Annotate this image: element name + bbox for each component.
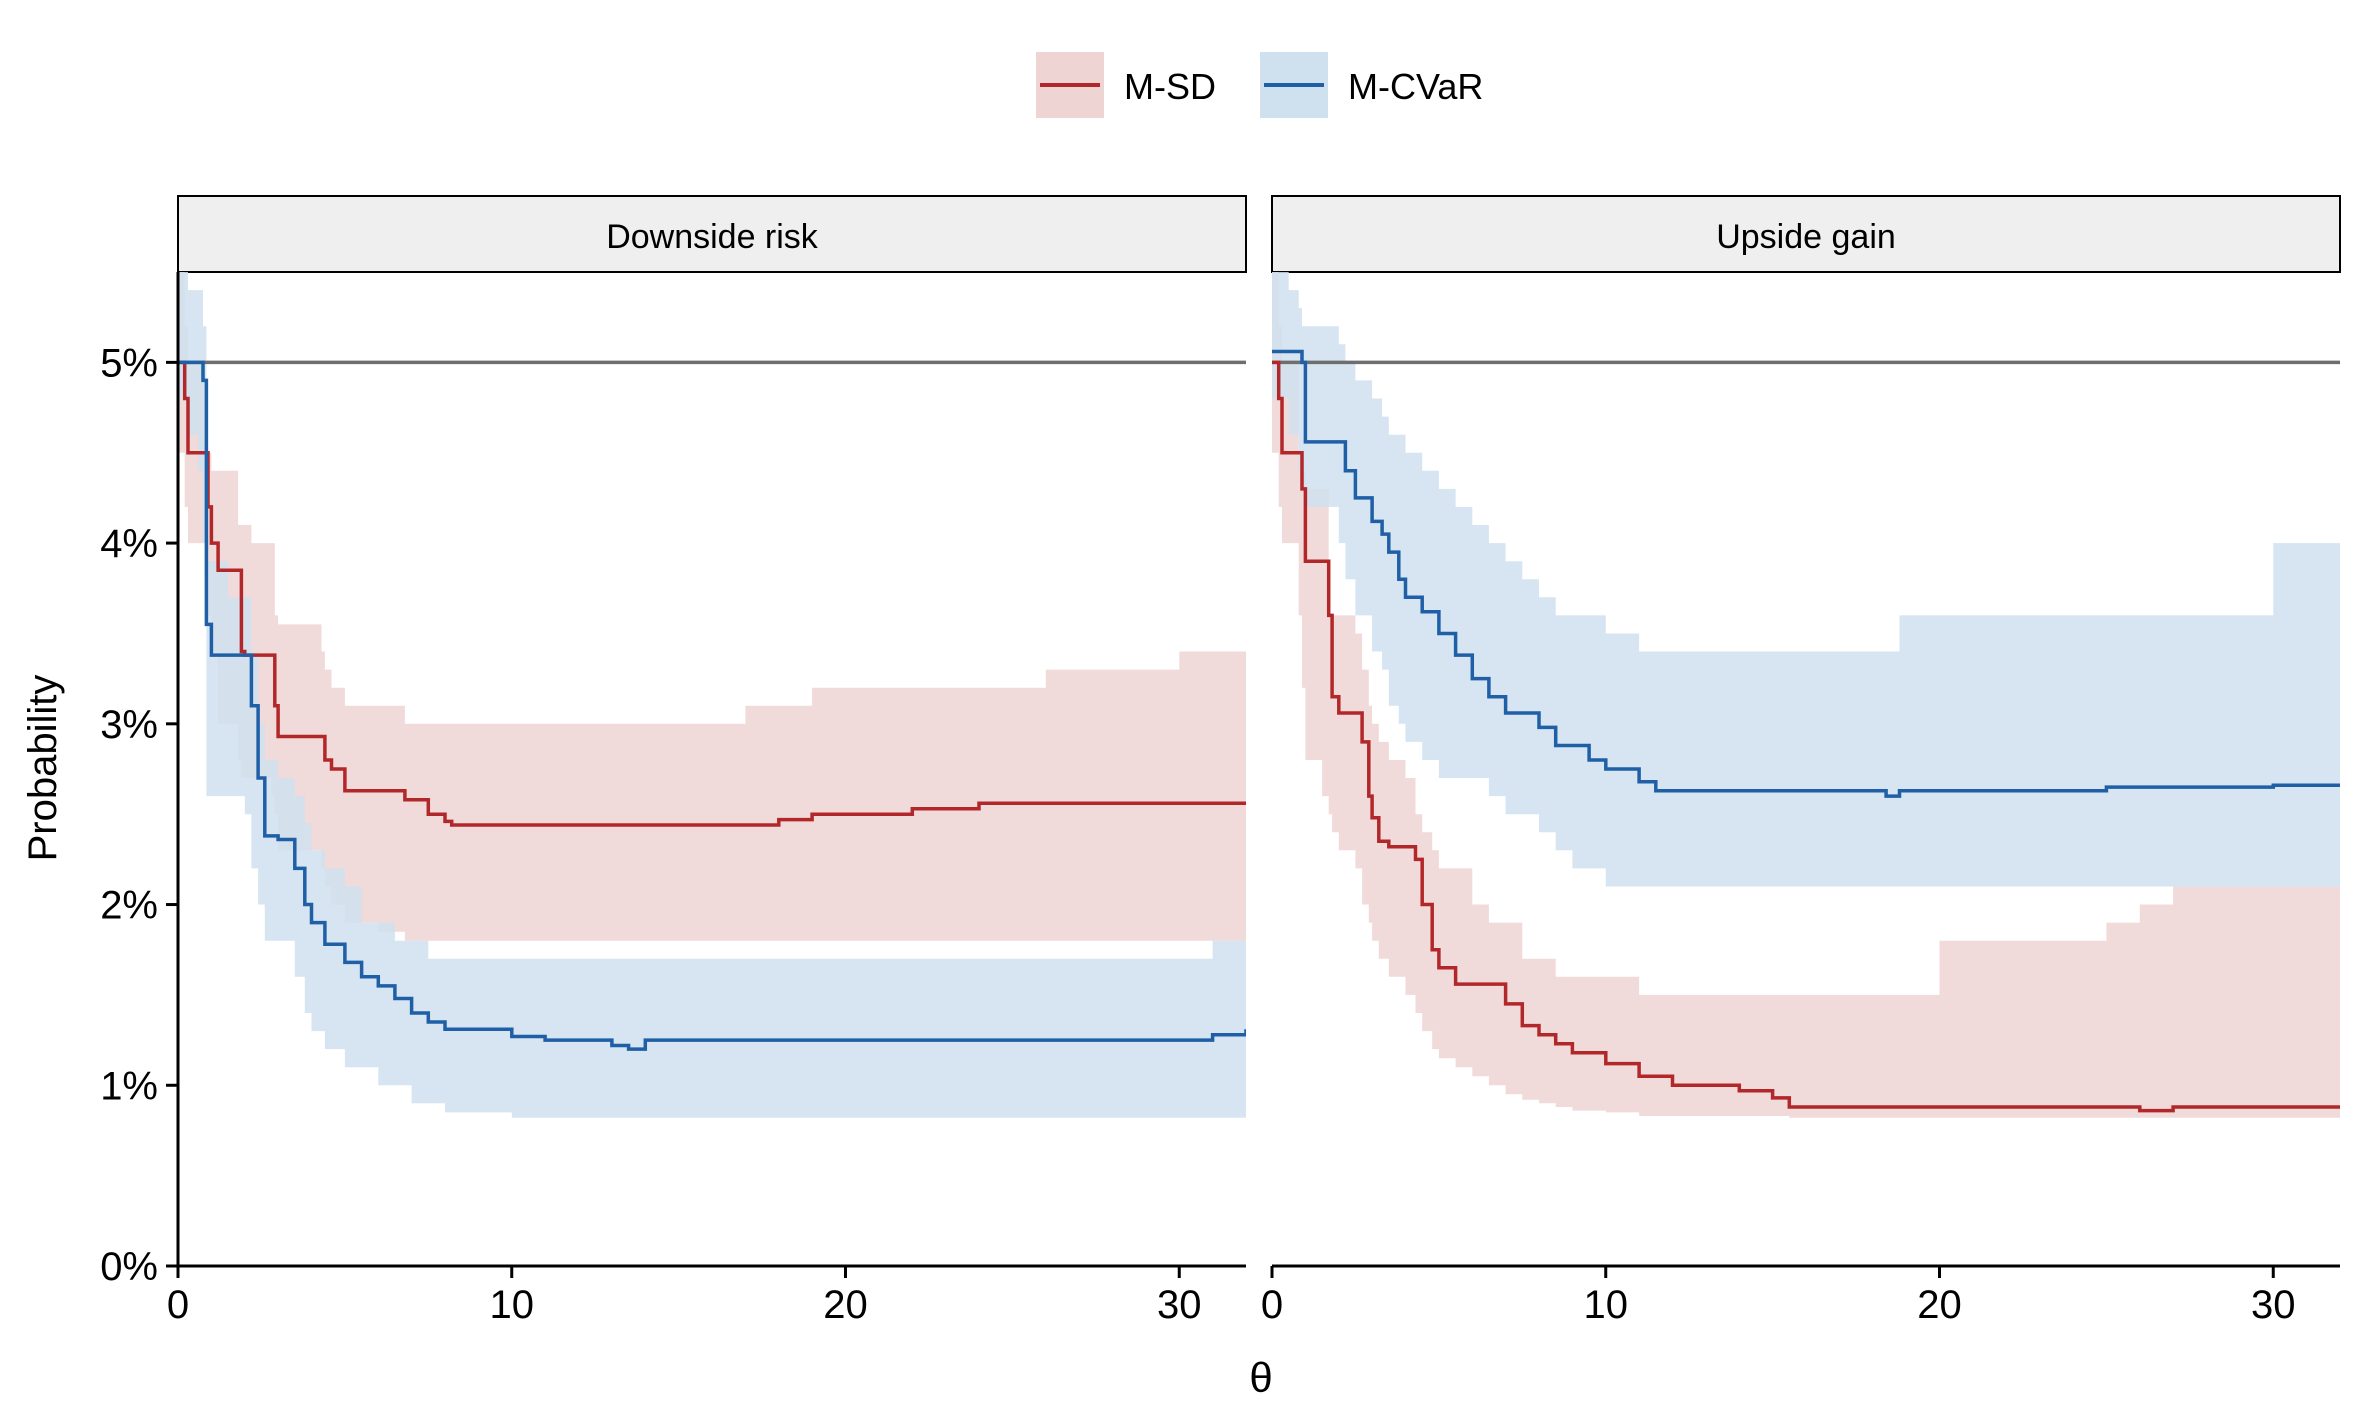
panel-title-1: Upside gain: [1716, 218, 1896, 256]
x-tick-label-1-3: 30: [2251, 1283, 2296, 1327]
ribbon-1-1: [1272, 272, 2340, 887]
x-tick-label-0-2: 20: [823, 1283, 868, 1327]
panel-strip-0: [177, 195, 1247, 273]
panel-1: Upside gain 0 10 20 30: [1261, 195, 2341, 1327]
ribbon-1-0: [1272, 272, 2340, 1118]
y-tick-label-4: 4%: [100, 522, 158, 566]
panel-0: Downside risk 0 10 20 30 0% 1% 2% 3% 4% 5%: [100, 195, 1247, 1327]
x-tick-label-1-1: 10: [1584, 1283, 1629, 1327]
y-tick-label-5: 5%: [100, 341, 158, 385]
panels: Downside risk 0 10 20 30 0% 1% 2% 3% 4% 5% Upside g…: [100, 195, 2341, 1327]
y-axis-label: Probability: [21, 675, 65, 862]
x-tick-label-1-2: 20: [1917, 1283, 1962, 1327]
panel-title-0: Downside risk: [606, 218, 819, 256]
legend-label-0: M-SD: [1124, 66, 1216, 107]
x-axis-label: θ: [1249, 1354, 1272, 1401]
y-tick-label-2: 2%: [100, 884, 158, 928]
panel-data-0: [178, 272, 1246, 1118]
x-tick-label-1-0: 0: [1261, 1283, 1283, 1327]
series-line-0-m-cvar: [178, 360, 1246, 1051]
panel-strip-1: [1271, 195, 2341, 273]
y-tick-label-3: 3%: [100, 703, 158, 747]
series-line-1-m-sd: [1272, 360, 2340, 1113]
panel-data-1: [1272, 272, 2340, 1118]
series-line-0-m-sd: [178, 360, 1246, 827]
y-tick-label-1: 1%: [100, 1064, 158, 1108]
y-tick-label-0: 0%: [100, 1245, 158, 1289]
legend-label-1: M-CVaR: [1348, 66, 1483, 107]
x-tick-label-0-1: 10: [490, 1283, 535, 1327]
x-tick-label-0-3: 30: [1157, 1283, 1202, 1327]
legend: M-SD M-CVaR: [1036, 52, 1483, 118]
series-line-1-m-cvar: [1272, 349, 2340, 798]
ribbon-0-1: [178, 272, 1246, 1118]
ribbon-0-0: [178, 272, 1246, 941]
x-tick-label-0-0: 0: [167, 1283, 189, 1327]
